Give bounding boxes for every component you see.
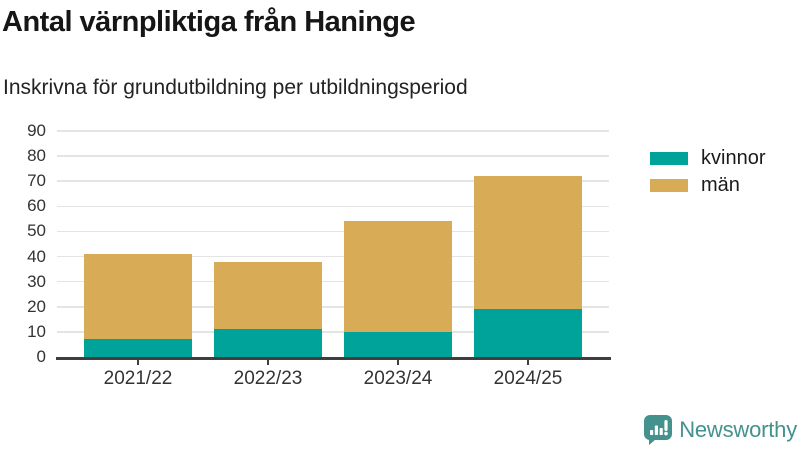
x-tick [527,359,529,365]
y-tick-label: 90 [27,121,46,140]
legend-swatch-kvinnor [650,152,688,165]
y-tick-label: 80 [27,146,46,166]
gridline-50 [57,230,609,233]
chart-title: Antal värnpliktiga från Haninge [2,6,416,38]
y-tick-label: 30 [27,271,46,291]
y-tick-label: 60 [27,196,46,216]
bar-segment-kvinnor [214,329,322,357]
x-tick [267,359,269,365]
bar-segment-kvinnor [84,339,192,357]
chart-subtitle: Inskrivna för grundutbildning per utbild… [3,76,468,99]
y-tick-label: 70 [27,171,46,191]
bar-segment-män [474,176,582,310]
gridline-30 [57,280,609,283]
gridline-40 [57,255,609,258]
y-tick-label: 20 [27,296,46,316]
gridline-10 [57,331,609,333]
newsworthy-speech-bubble-chart-icon [644,415,673,445]
x-tick-label: 2023/24 [363,367,433,389]
gridline-70 [57,180,609,182]
newsworthy-logo: Newsworthy [643,414,797,446]
y-tick-label: 0 [36,347,46,366]
legend-label: män [701,174,740,196]
bar-segment-kvinnor [474,309,582,357]
bar-segment-kvinnor [344,331,452,357]
gridline-80 [57,155,609,157]
bar-segment-män [214,261,322,330]
legend-item-män: män [650,172,765,199]
x-tick [137,359,139,365]
newsworthy-wordmark: Newsworthy [679,417,797,442]
legend-swatch-män [650,179,688,192]
gridline-20 [57,306,609,308]
x-tick [397,359,399,365]
y-tick-label: 10 [27,321,46,341]
legend-label: kvinnor [701,147,766,169]
chart-legend: kvinnor män [650,145,765,199]
legend-item-kvinnor: kvinnor [650,145,765,172]
bar-segment-män [84,254,192,340]
x-tick-label: 2022/23 [233,367,303,389]
y-tick-label: 40 [27,246,46,266]
x-tick-label: 2024/25 [493,367,563,389]
bar-segment-män [344,221,452,332]
y-tick-label: 50 [27,221,46,241]
x-tick-label: 2021/22 [103,367,173,389]
gridline-60 [57,205,609,208]
gridline-90 [57,130,609,132]
x-axis-line [56,356,611,360]
